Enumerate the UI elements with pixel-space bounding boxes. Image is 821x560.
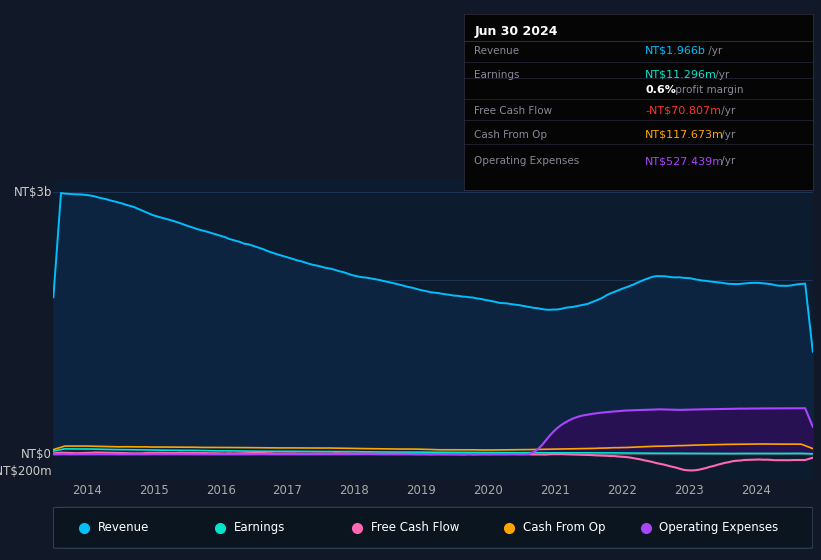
Text: NT$0: NT$0 — [21, 448, 52, 461]
Text: Revenue: Revenue — [98, 521, 149, 534]
Text: profit margin: profit margin — [672, 86, 743, 95]
Text: Jun 30 2024: Jun 30 2024 — [475, 25, 557, 38]
Text: Cash From Op: Cash From Op — [475, 129, 548, 139]
Text: -NT$70.807m: -NT$70.807m — [645, 106, 722, 116]
Text: Operating Expenses: Operating Expenses — [475, 156, 580, 166]
Text: /yr: /yr — [705, 46, 722, 56]
Text: /yr: /yr — [718, 106, 736, 116]
Text: NT$11.296m: NT$11.296m — [645, 69, 718, 80]
Text: NT$527.439m: NT$527.439m — [645, 156, 724, 166]
Text: NT$117.673m: NT$117.673m — [645, 129, 724, 139]
Text: Cash From Op: Cash From Op — [523, 521, 605, 534]
FancyBboxPatch shape — [53, 507, 813, 548]
Text: Free Cash Flow: Free Cash Flow — [371, 521, 459, 534]
Text: Operating Expenses: Operating Expenses — [659, 521, 778, 534]
Text: Revenue: Revenue — [475, 46, 520, 56]
Text: /yr: /yr — [718, 156, 736, 166]
Text: Free Cash Flow: Free Cash Flow — [475, 106, 553, 116]
Text: 0.6%: 0.6% — [645, 86, 677, 95]
Text: -NT$200m: -NT$200m — [0, 465, 52, 478]
Text: /yr: /yr — [712, 69, 729, 80]
Text: NT$3b: NT$3b — [13, 186, 52, 199]
Text: Earnings: Earnings — [234, 521, 286, 534]
Text: Earnings: Earnings — [475, 69, 520, 80]
Text: NT$1.966b: NT$1.966b — [645, 46, 706, 56]
Text: /yr: /yr — [718, 129, 736, 139]
